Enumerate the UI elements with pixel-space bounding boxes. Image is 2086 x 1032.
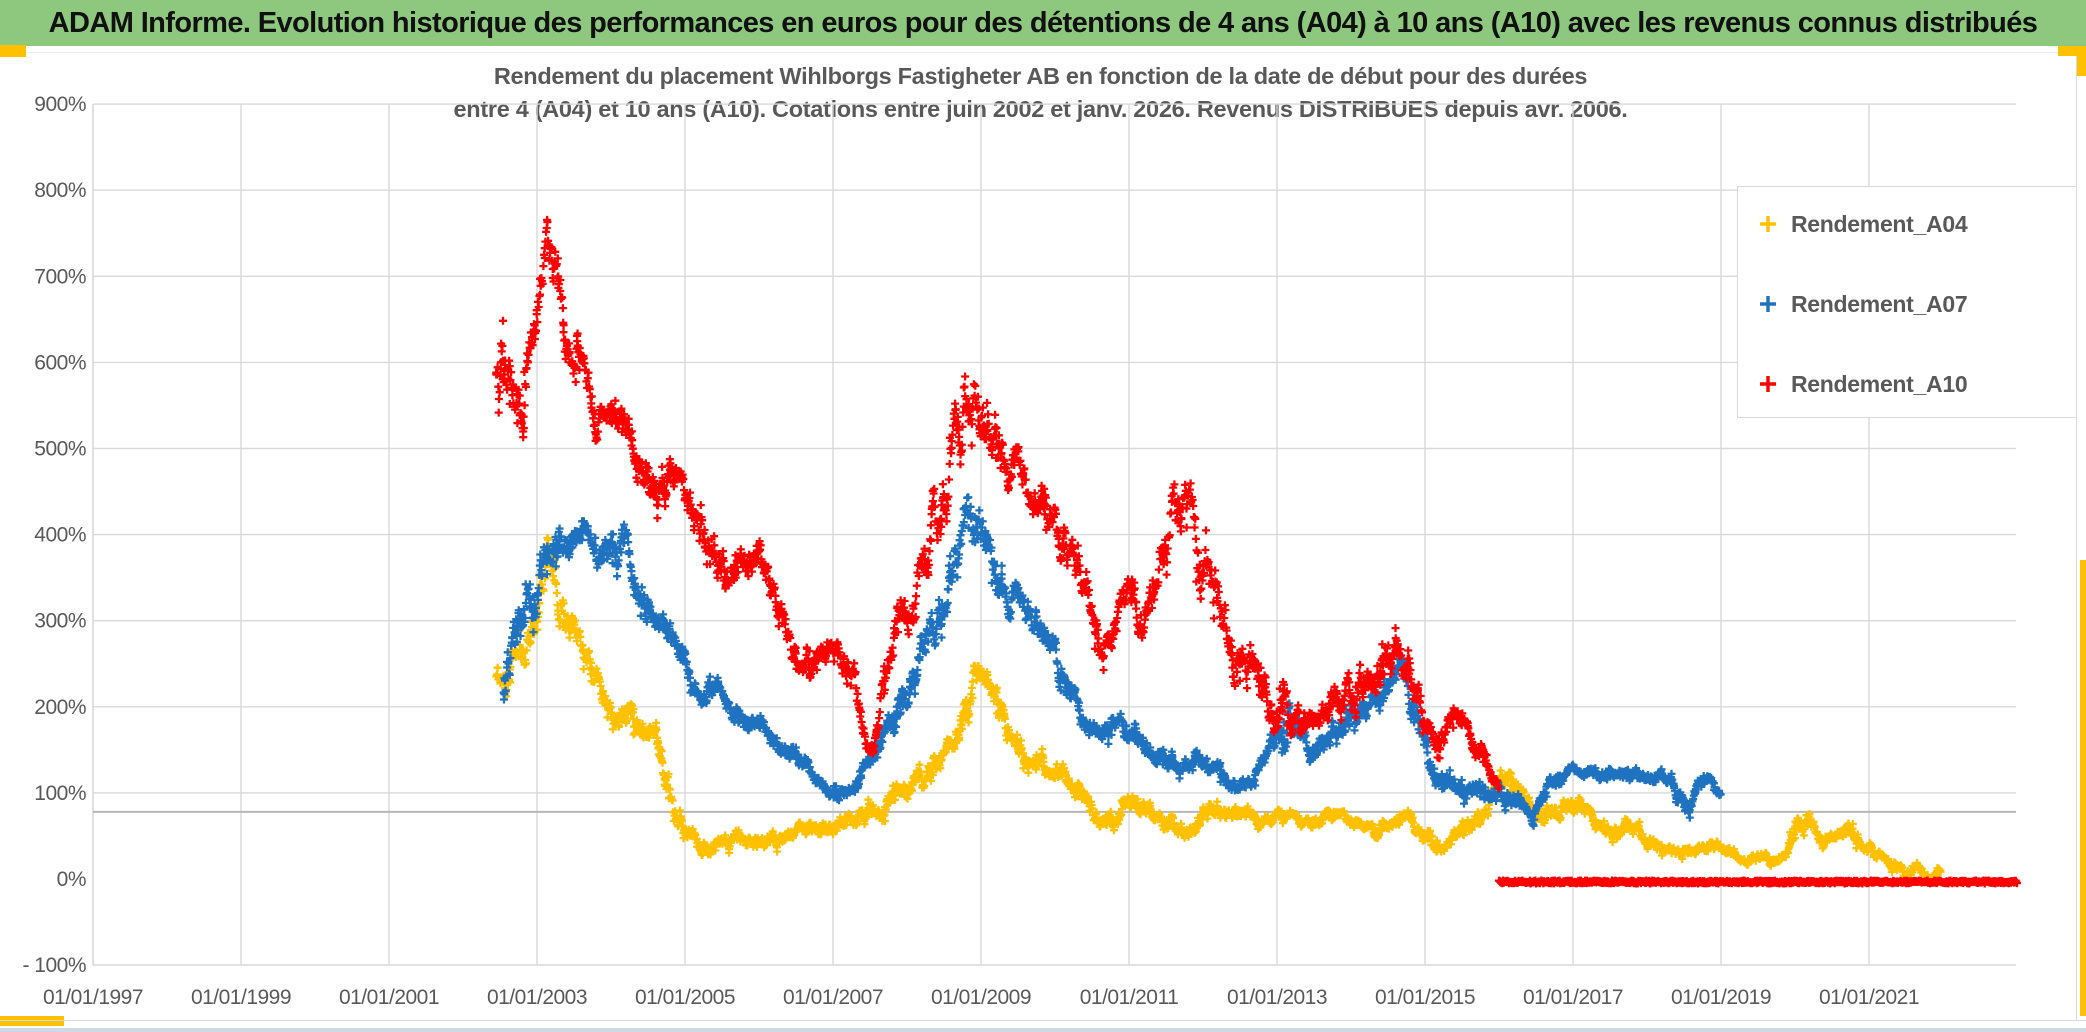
page-border-right xyxy=(2076,56,2077,1020)
divider xyxy=(0,52,2086,53)
plus-marker-icon xyxy=(1760,216,1776,232)
plus-marker-icon xyxy=(1760,376,1776,392)
y-axis-tick-label: 300% xyxy=(34,610,86,633)
edge-accent-bottom-left xyxy=(0,1016,64,1026)
legend-item-label: Rendement_A07 xyxy=(1791,290,1968,317)
page-border-bottom xyxy=(0,1020,2086,1021)
x-axis-tick-label: 01/01/1997 xyxy=(43,986,143,1009)
y-axis-tick-label: 500% xyxy=(34,438,86,461)
x-axis-tick-label: 01/01/2005 xyxy=(635,986,735,1009)
legend-item-rendement_a10: Rendement_A10 xyxy=(1758,367,1968,401)
legend-item-label: Rendement_A04 xyxy=(1791,210,1968,237)
legend-item-rendement_a04: Rendement_A04 xyxy=(1758,207,1968,241)
x-axis-tick-label: 01/01/2019 xyxy=(1671,986,1771,1009)
x-axis-tick-label: 01/01/1999 xyxy=(191,986,291,1009)
x-axis-tick-label: 01/01/2001 xyxy=(339,986,439,1009)
y-axis-tick-label: 100% xyxy=(34,782,86,805)
chart-title-line1: Rendement du placement Wihlborgs Fastigh… xyxy=(493,63,1588,89)
y-axis-tick-label: 900% xyxy=(34,93,86,116)
y-axis-tick-label: 400% xyxy=(34,524,86,547)
x-axis-tick-label: 01/01/2013 xyxy=(1227,986,1327,1009)
x-axis-tick-label: 01/01/2007 xyxy=(783,986,883,1009)
chart-title-line2: entre 4 (A04) et 10 ans (A10). Cotations… xyxy=(453,96,1628,122)
series-rendement_a04-points xyxy=(492,534,1945,886)
y-axis-tick-label: - 100% xyxy=(22,954,86,977)
chart-legend: Rendement_A04 Rendement_A07 Rendement_A1… xyxy=(1737,186,2077,418)
x-axis-tick-label: 01/01/2015 xyxy=(1375,986,1475,1009)
corner-accent-top-right-h xyxy=(2058,46,2086,56)
x-axis-tick-label: 01/01/2021 xyxy=(1819,986,1919,1009)
legend-item-rendement_a07: Rendement_A07 xyxy=(1758,287,1968,321)
series-rendement_a07-points xyxy=(499,493,1725,830)
y-axis-tick-label: 0% xyxy=(57,868,86,891)
corner-accent-top-right-v xyxy=(2076,46,2086,76)
chart-title: Rendement du placement Wihlborgs Fastigh… xyxy=(368,60,1713,126)
plus-marker-icon xyxy=(1760,296,1776,312)
x-axis-tick-label: 01/01/2003 xyxy=(487,986,587,1009)
window-edge xyxy=(0,1028,2086,1032)
series-rendement_a10-points xyxy=(492,215,2021,888)
y-axis-tick-label: 800% xyxy=(34,179,86,202)
y-axis-tick-label: 700% xyxy=(34,265,86,288)
y-axis-tick-label: 600% xyxy=(34,351,86,374)
x-axis-tick-label: 01/01/2011 xyxy=(1080,986,1179,1009)
x-axis-tick-label: 01/01/2009 xyxy=(931,986,1031,1009)
legend-item-label: Rendement_A10 xyxy=(1791,370,1968,397)
x-axis-tick-label: 01/01/2017 xyxy=(1523,986,1623,1009)
corner-accent-top-left xyxy=(0,45,26,57)
y-axis-tick-label: 200% xyxy=(34,696,86,719)
edge-accent-right xyxy=(2080,560,2086,1016)
page-title: ADAM Informe. Evolution historique des p… xyxy=(48,6,2038,39)
title-bar: ADAM Informe. Evolution historique des p… xyxy=(0,0,2086,46)
